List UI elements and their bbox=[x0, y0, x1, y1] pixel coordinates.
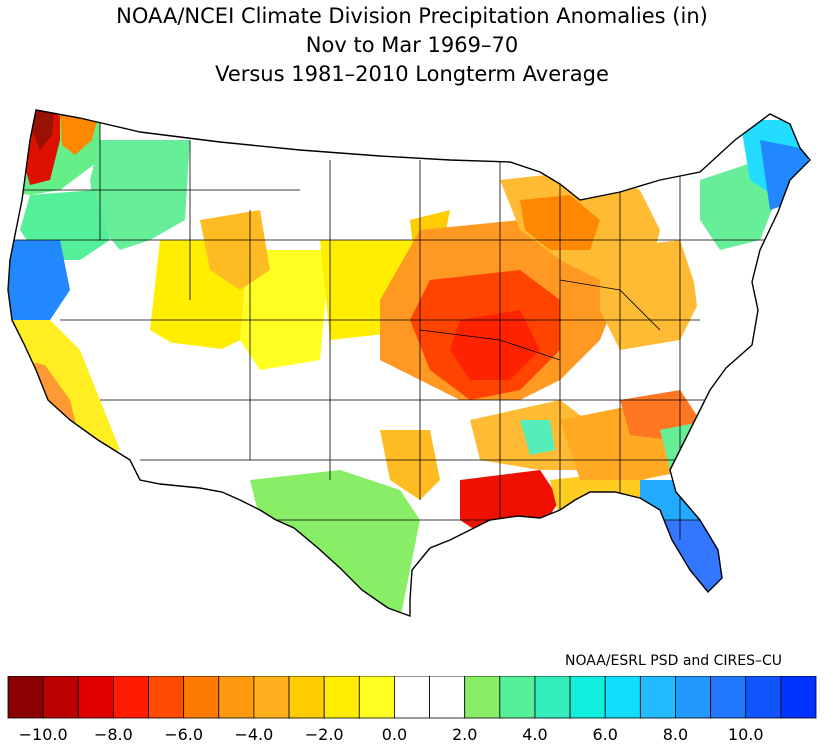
legend-colorbar: −10.0 −8.0 −6.0 −4.0 −2.0 0.0 2.0 4.0 6.0 8.0 10.0 bbox=[7, 676, 817, 744]
legend-tick-label: 4.0 bbox=[522, 725, 547, 744]
legend-tick-label: 0.0 bbox=[382, 725, 407, 744]
legend-swatch bbox=[288, 676, 325, 719]
legend-swatch bbox=[7, 676, 44, 719]
legend-swatch bbox=[183, 676, 220, 719]
legend-swatch bbox=[394, 676, 430, 719]
legend-swatch bbox=[780, 676, 817, 719]
legend-tick-label: −4.0 bbox=[234, 725, 273, 744]
legend-tick-label: −8.0 bbox=[94, 725, 133, 744]
title-block: NOAA/NCEI Climate Division Precipitation… bbox=[0, 2, 824, 89]
legend-tick-labels: −10.0 −8.0 −6.0 −4.0 −2.0 0.0 2.0 4.0 6.0 8.0 10.0 bbox=[19, 725, 764, 744]
legend-swatch bbox=[323, 676, 360, 719]
legend-swatch bbox=[604, 676, 641, 719]
legend-swatch bbox=[569, 676, 606, 719]
legend-tick-label: 2.0 bbox=[452, 725, 477, 744]
precipitation-anomaly-map bbox=[7, 109, 811, 617]
legend-tick-label: −6.0 bbox=[164, 725, 203, 744]
legend-swatch bbox=[675, 676, 712, 719]
legend-swatch bbox=[429, 676, 466, 719]
legend-swatch bbox=[534, 676, 571, 719]
legend-tick-label: 6.0 bbox=[592, 725, 617, 744]
credit-label: NOAA/ESRL PSD and CIRES–CU bbox=[565, 653, 782, 669]
us-outline bbox=[7, 109, 811, 617]
title-line-2: Nov to Mar 1969–70 bbox=[305, 33, 519, 57]
title-line-3: Versus 1981–2010 Longterm Average bbox=[215, 62, 609, 86]
legend-swatch bbox=[42, 676, 79, 719]
legend-swatches bbox=[7, 676, 817, 719]
legend-swatch bbox=[358, 676, 395, 719]
legend-swatch bbox=[499, 676, 536, 719]
legend-swatch bbox=[112, 676, 149, 719]
title-line-1: NOAA/NCEI Climate Division Precipitation… bbox=[116, 4, 708, 28]
legend-tick-label: 10.0 bbox=[728, 725, 764, 744]
legend-swatch bbox=[77, 676, 114, 719]
legend-tick-label: −2.0 bbox=[305, 725, 344, 744]
legend-swatch bbox=[745, 676, 782, 719]
legend-swatch bbox=[253, 676, 290, 719]
legend-swatch bbox=[464, 676, 501, 719]
legend-swatch bbox=[148, 676, 185, 719]
legend-tick-label: −10.0 bbox=[19, 725, 68, 744]
legend-tick-label: 8.0 bbox=[663, 725, 688, 744]
legend-swatch bbox=[639, 676, 676, 719]
legend-swatch bbox=[710, 676, 747, 719]
legend-swatch bbox=[218, 676, 255, 719]
